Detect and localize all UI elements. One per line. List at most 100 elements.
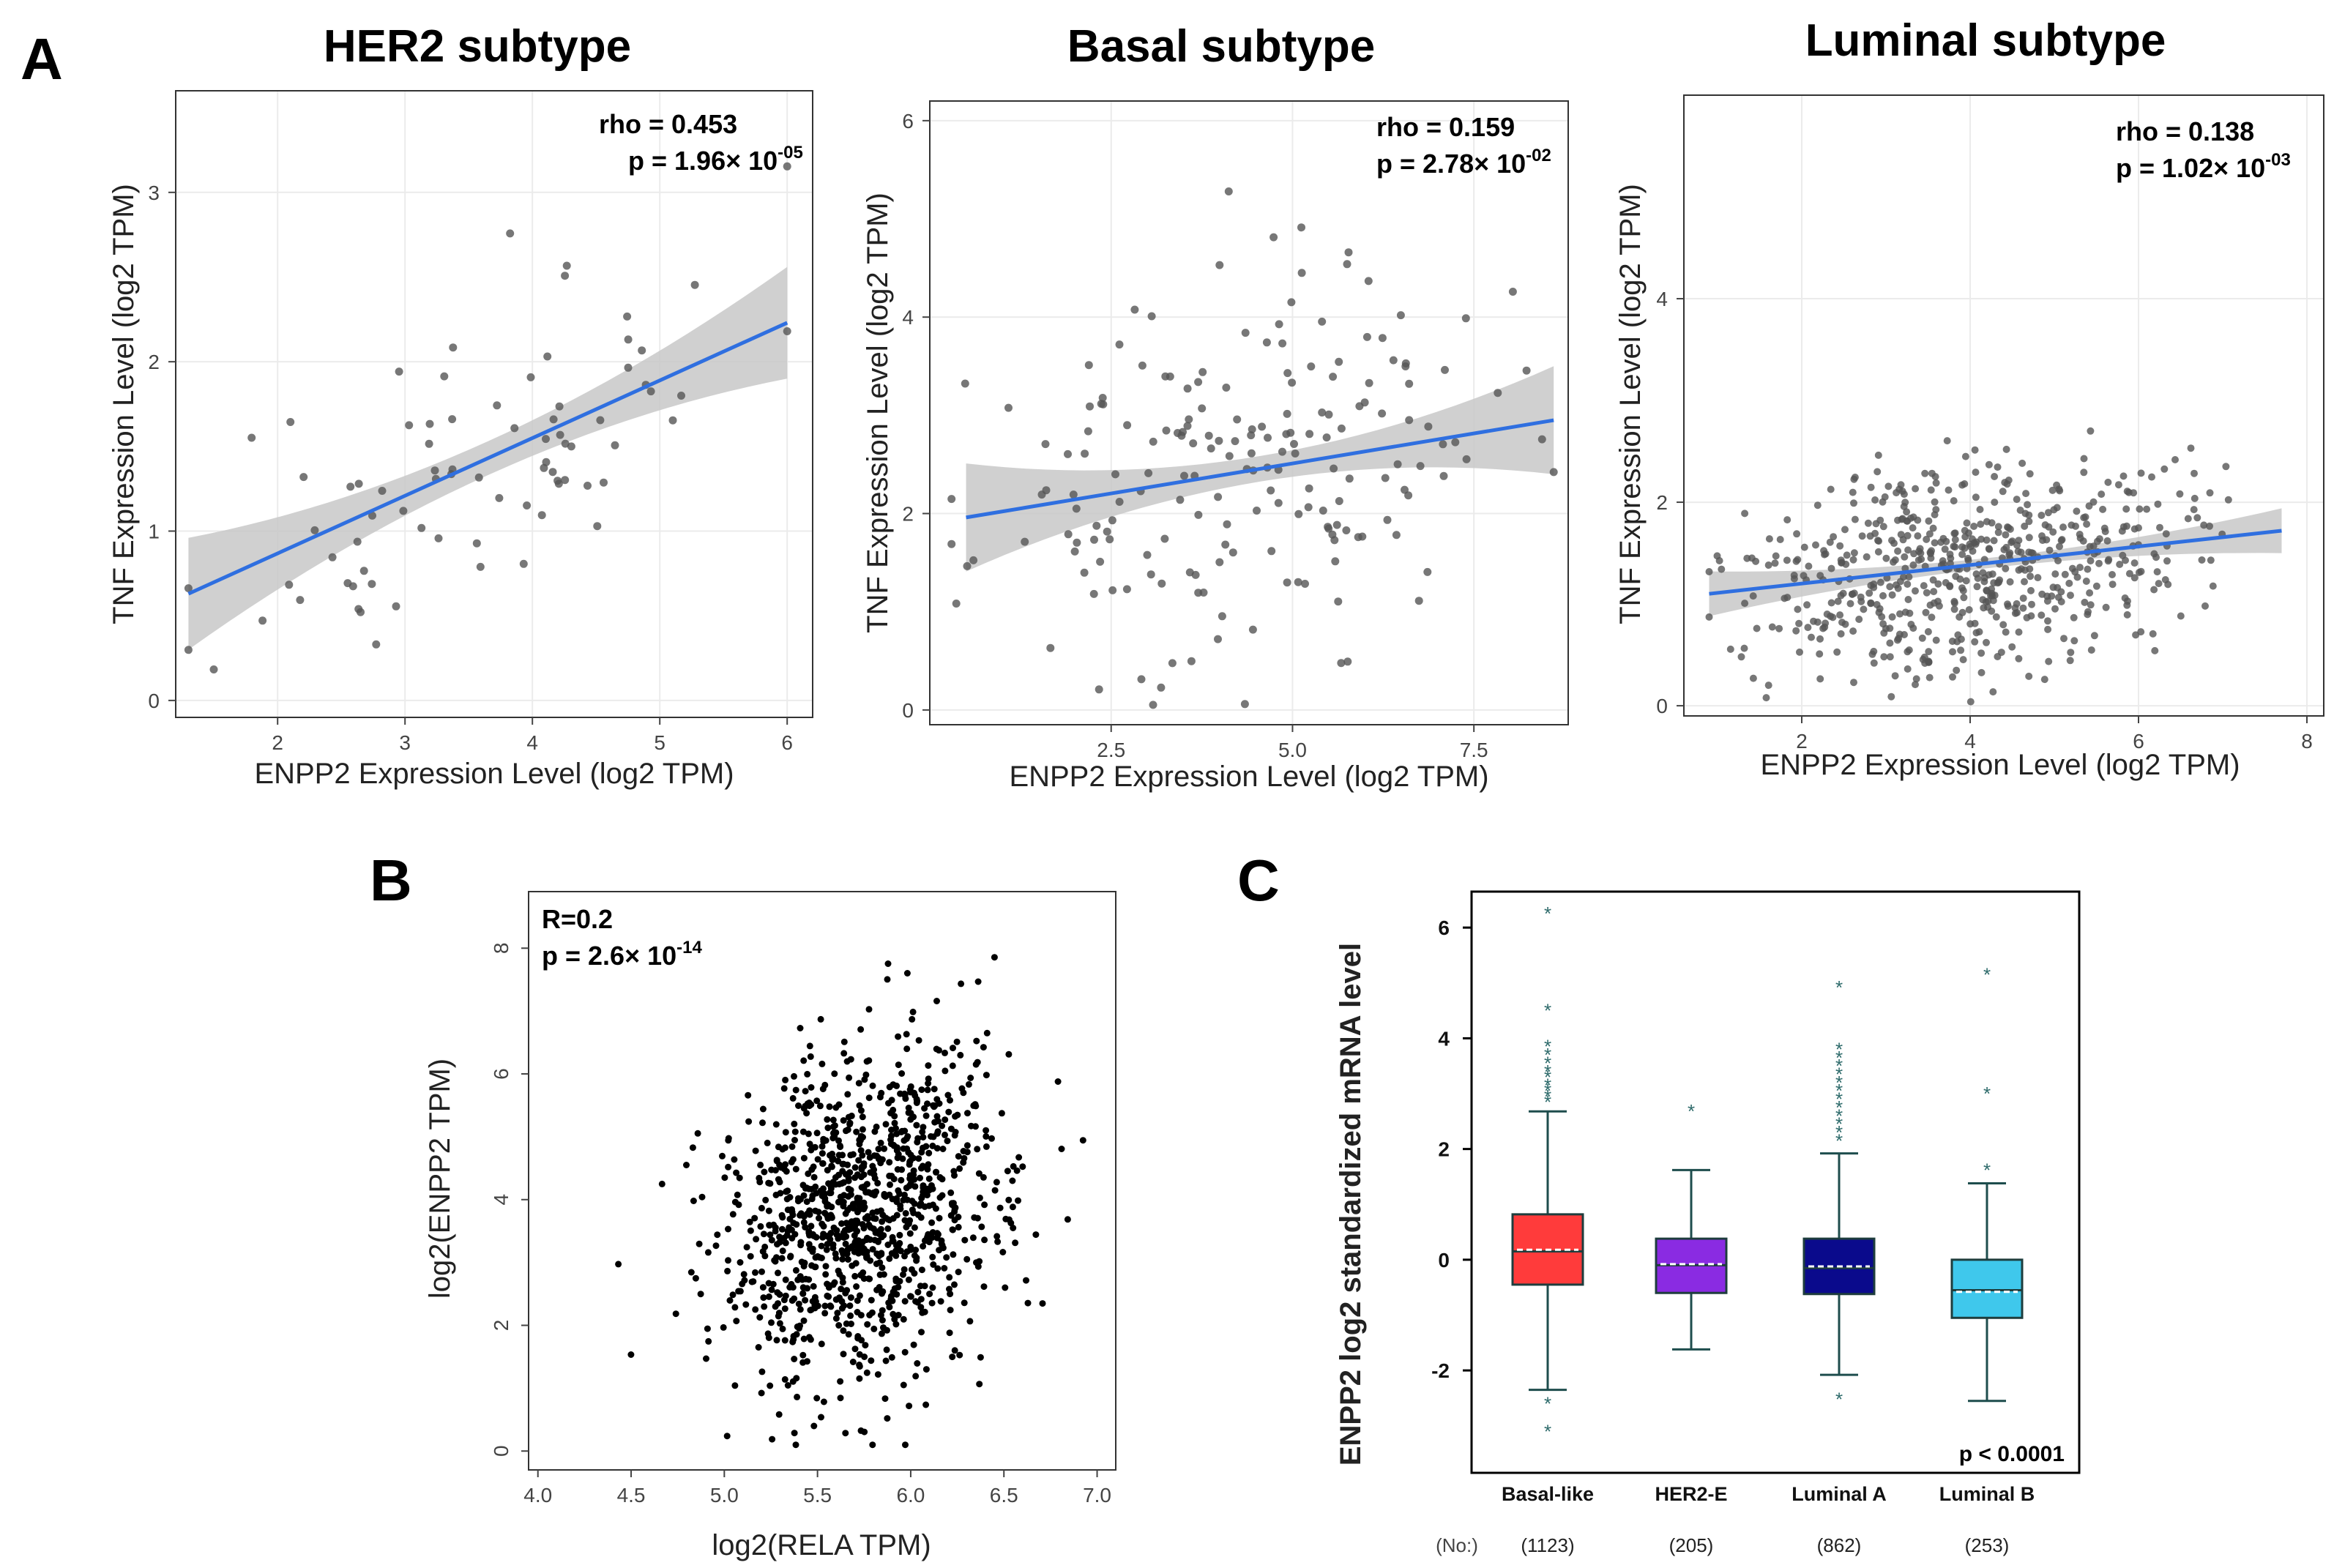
rela-point xyxy=(860,1162,868,1170)
rela-point xyxy=(832,1104,840,1111)
rela-point xyxy=(852,1260,860,1267)
box-outlier: * xyxy=(1544,1052,1551,1074)
rela-point xyxy=(981,1201,988,1209)
luminal-point xyxy=(2090,632,2098,640)
rela-point xyxy=(925,1202,933,1209)
rela-point xyxy=(865,1094,873,1102)
rela-point xyxy=(772,1121,780,1128)
rela-point xyxy=(767,1382,774,1389)
box-iqr xyxy=(1950,1258,2024,1319)
luminal-point xyxy=(1851,515,1859,523)
rela-point xyxy=(903,970,911,977)
rela-point xyxy=(791,1430,798,1437)
luminal-point xyxy=(1914,532,1922,540)
luminal-point xyxy=(1880,653,1888,661)
luminal-point xyxy=(2015,654,2023,662)
her2-y-label: TNF Expression Level (log2 TPM) xyxy=(108,184,140,624)
rela-point xyxy=(736,1174,743,1181)
her2-point xyxy=(561,439,570,448)
luminal-point xyxy=(1827,599,1835,607)
her2-x-label: ENPP2 Expression Level (log2 TPM) xyxy=(254,758,734,790)
rela-point xyxy=(910,1341,917,1348)
luminal-point xyxy=(2102,603,2110,611)
luminal-point xyxy=(2154,500,2162,508)
rela-point xyxy=(1013,1167,1021,1174)
luminal-point xyxy=(1849,488,1857,496)
luminal-point xyxy=(2184,515,2192,523)
basal-point xyxy=(1130,305,1139,314)
rela-point xyxy=(929,1284,936,1291)
luminal-p-exponent: -03 xyxy=(2265,150,2291,170)
rela-r-value: R=0.2 xyxy=(542,904,613,934)
rela-point xyxy=(742,1301,750,1308)
rela-point xyxy=(958,980,965,988)
rela-point xyxy=(795,1195,802,1202)
luminal-point xyxy=(1796,648,1803,656)
rela-point xyxy=(884,976,891,983)
rela-point xyxy=(922,1236,929,1244)
box-group-count: (862) xyxy=(1817,1534,1862,1556)
luminal-point xyxy=(2152,553,2160,561)
rela-point xyxy=(838,1304,846,1312)
rela-point xyxy=(856,1292,863,1299)
luminal-point xyxy=(2076,531,2084,538)
rela-point xyxy=(918,1329,925,1336)
her2-point xyxy=(556,430,564,439)
luminal-point xyxy=(1886,639,1894,647)
rela-point xyxy=(846,1302,854,1310)
rela-point xyxy=(842,1430,849,1437)
luminal-point xyxy=(2099,505,2107,513)
luminal-point xyxy=(1841,526,1849,534)
rela-point xyxy=(775,1411,783,1418)
rela-point xyxy=(780,1296,788,1304)
rela-point xyxy=(858,1184,865,1191)
rela-point xyxy=(947,1307,954,1314)
rela-point xyxy=(865,1149,872,1156)
luminal-point xyxy=(1901,608,1909,616)
rela-point xyxy=(819,1233,827,1241)
her2-point xyxy=(399,507,408,515)
basal-point xyxy=(1331,557,1340,566)
luminal-x-label: ENPP2 Expression Level (log2 TPM) xyxy=(1760,749,2240,781)
rela-point xyxy=(879,1218,886,1225)
rela-point xyxy=(843,1320,850,1327)
rela-point xyxy=(799,1351,807,1359)
rela-point xyxy=(901,1217,909,1224)
basal-point xyxy=(1332,520,1341,529)
rela-point xyxy=(772,1224,779,1231)
rela-point xyxy=(967,1075,974,1081)
rela-point xyxy=(761,1303,768,1310)
box-outlier: * xyxy=(1835,1130,1843,1151)
box-outlier: * xyxy=(1835,1064,1843,1086)
luminal-point xyxy=(2092,582,2100,590)
box-outlier: * xyxy=(1835,1089,1843,1110)
luminal-point xyxy=(1867,600,1875,608)
rela-point xyxy=(880,1271,887,1278)
rela-point xyxy=(811,1263,819,1271)
rela-point xyxy=(797,1242,805,1249)
her2-point xyxy=(310,526,319,534)
rela-point xyxy=(760,1231,767,1238)
luminal-point xyxy=(2098,490,2106,499)
rela-point xyxy=(950,1251,957,1258)
basal-point xyxy=(1247,449,1256,458)
rela-point xyxy=(922,1401,930,1408)
basal-point xyxy=(1337,424,1346,433)
rela-point xyxy=(961,1299,968,1307)
basal-point xyxy=(1194,378,1203,387)
rela-point xyxy=(810,1422,818,1430)
basal-point xyxy=(1084,361,1093,370)
luminal-point xyxy=(1805,562,1813,570)
rela-point xyxy=(891,1113,898,1120)
luminal-point xyxy=(1999,621,2007,629)
luminal-point xyxy=(1741,509,1749,518)
luminal-point xyxy=(1737,653,1745,661)
her2-point xyxy=(353,537,362,546)
rela-point xyxy=(873,1261,880,1267)
rela-point xyxy=(1004,1168,1011,1175)
rela-point xyxy=(827,1212,835,1219)
basal-title: Basal subtype xyxy=(1067,21,1375,72)
luminal-point xyxy=(1931,498,1939,506)
basal-point xyxy=(1258,422,1267,431)
rela-point xyxy=(998,1110,1005,1117)
